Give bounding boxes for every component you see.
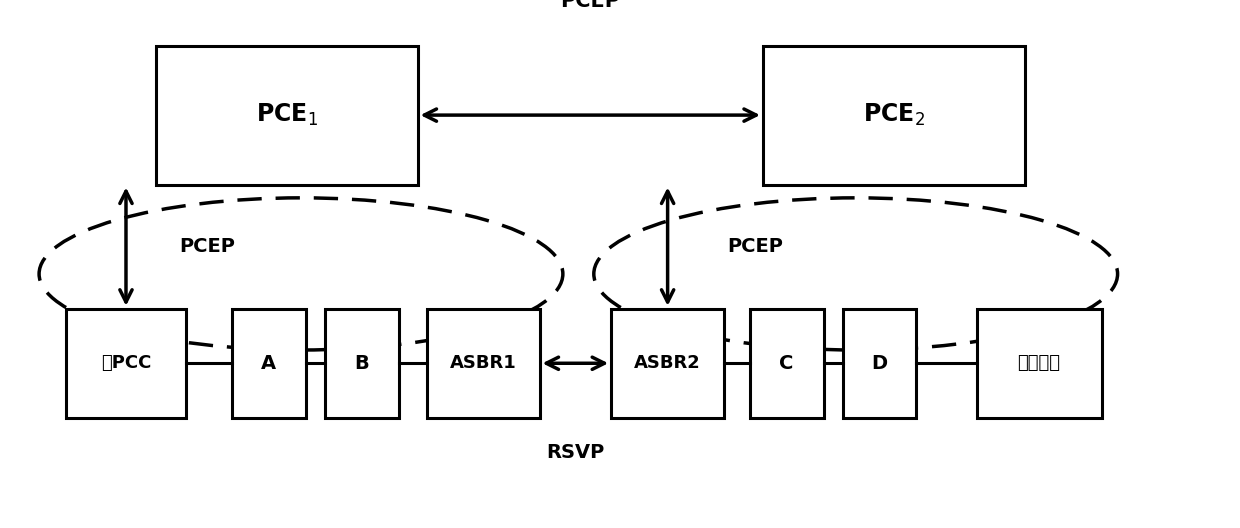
Text: PCEP: PCEP	[560, 0, 620, 11]
Bar	[750, 309, 823, 418]
Text: A: A	[262, 354, 277, 373]
Bar	[763, 45, 1024, 185]
Text: PCE$_1$: PCE$_1$	[255, 102, 317, 128]
Text: PCEP: PCEP	[727, 237, 782, 256]
Bar	[325, 309, 398, 418]
Bar	[232, 309, 306, 418]
Text: 目的节点: 目的节点	[1018, 354, 1060, 372]
Text: C: C	[780, 354, 794, 373]
Text: PCE$_2$: PCE$_2$	[863, 102, 925, 128]
Bar	[427, 309, 539, 418]
Text: B: B	[355, 354, 370, 373]
Text: ASBR2: ASBR2	[634, 354, 701, 372]
Text: 源PCC: 源PCC	[100, 354, 151, 372]
Bar	[156, 45, 418, 185]
Bar	[843, 309, 916, 418]
Bar	[977, 309, 1101, 418]
Bar	[611, 309, 724, 418]
Text: PCEP: PCEP	[180, 237, 236, 256]
Bar	[67, 309, 186, 418]
Text: D: D	[872, 354, 888, 373]
Text: RSVP: RSVP	[547, 442, 604, 461]
Text: ASBR1: ASBR1	[450, 354, 517, 372]
